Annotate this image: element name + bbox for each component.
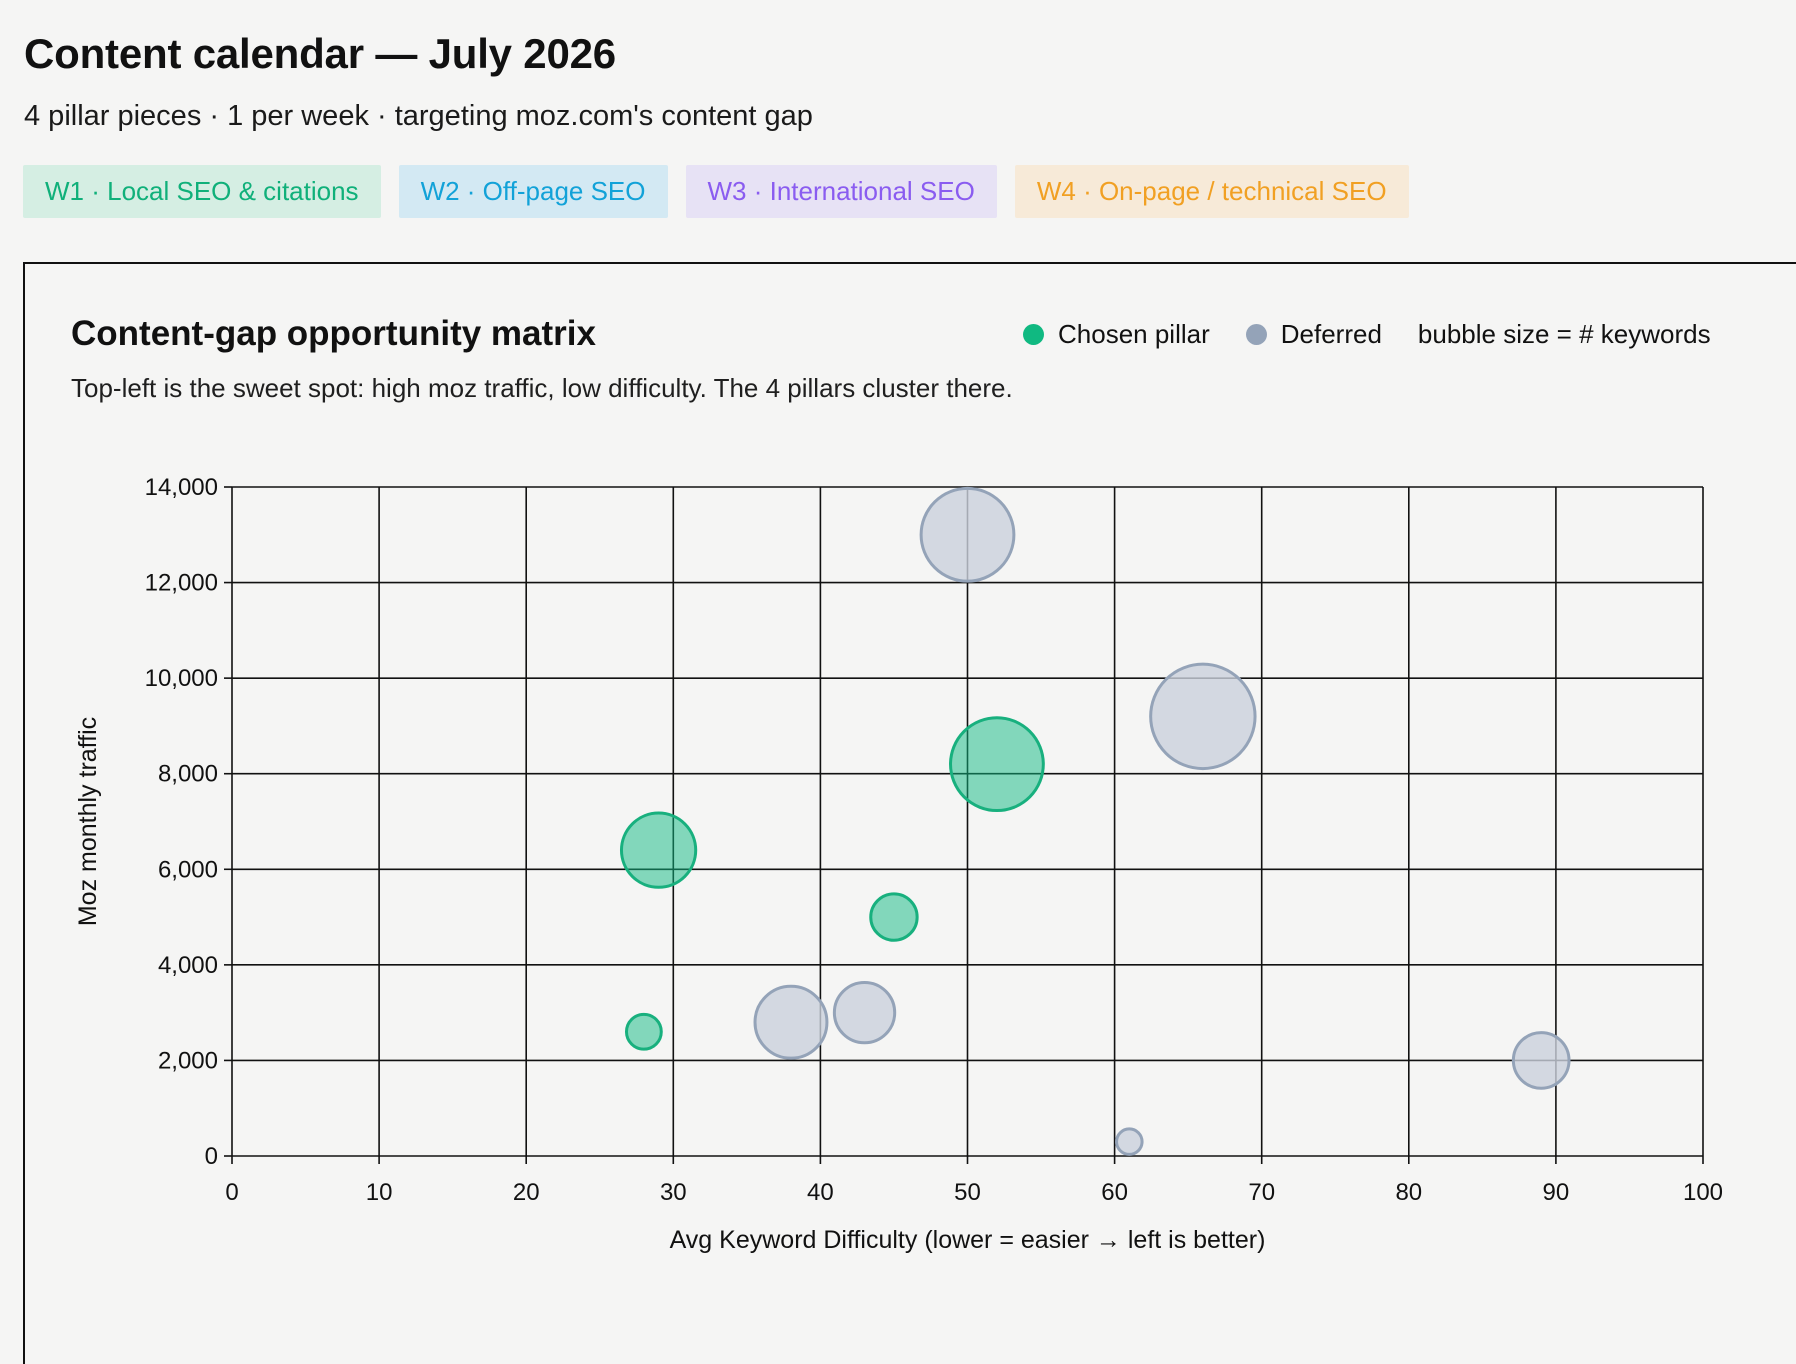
week-chip-w2[interactable]: W2 · Off-page SEO — [398, 165, 668, 218]
legend-label-chosen: Chosen pillar — [1058, 319, 1210, 349]
week-chip-w3[interactable]: W3 · International SEO — [685, 165, 997, 218]
x-tick-label: 30 — [660, 1179, 687, 1206]
y-tick-label: 2,000 — [158, 1047, 218, 1074]
x-tick-label: 20 — [513, 1179, 540, 1206]
week-chip-w1[interactable]: W1 · Local SEO & citations — [23, 165, 381, 218]
deferred-bubble — [753, 984, 829, 1060]
y-tick-label: 4,000 — [158, 952, 218, 979]
y-axis-label: Moz monthly traffic — [74, 717, 102, 926]
deferred-bubble — [1149, 662, 1257, 771]
chart-card: Content-gap opportunity matrix Top-left … — [23, 262, 1796, 1364]
x-axis-label: Avg Keyword Difficulty (lower = easier →… — [670, 1226, 1266, 1254]
legend-swatch-deferred — [1245, 323, 1267, 345]
x-tick-label: 70 — [1248, 1179, 1275, 1206]
y-tick-label: 10,000 — [145, 665, 218, 692]
x-tick-label: 60 — [1101, 1179, 1128, 1206]
bubble-chart: 0 10 20 30 40 50 60 70 80 90 100 0 2,000 4,000 6,000 8,… — [74, 474, 1723, 1254]
y-tick-label: 8,000 — [158, 761, 218, 788]
week-chip-w4[interactable]: W4 · On-page / technical SEO — [1014, 165, 1409, 218]
x-tick-label: 0 — [225, 1179, 238, 1206]
chosen-pillar-bubble — [869, 892, 919, 942]
chosen-pillar-bubble — [949, 716, 1045, 813]
x-tick-label: 40 — [807, 1179, 834, 1206]
page-subtitle: 4 pillar pieces · 1 per week · targeting… — [24, 100, 813, 132]
deferred-bubble — [1115, 1127, 1144, 1156]
x-tick-label: 10 — [366, 1179, 393, 1206]
deferred-bubble — [832, 980, 897, 1045]
legend-swatch-chosen — [1023, 323, 1044, 345]
legend-item-deferred: Deferred — [1245, 318, 1382, 350]
chart-legend: Chosen pillar Deferred bubble size = # k… — [1023, 318, 1711, 350]
legend-size-note: bubble size = # keywords — [1417, 319, 1711, 349]
chosen-pillar-bubble — [619, 811, 698, 889]
x-tick-label: 100 — [1683, 1179, 1723, 1206]
page-title: Content calendar — July 2026 — [24, 30, 616, 77]
legend-label-deferred: Deferred — [1280, 319, 1382, 349]
deferred-bubble — [1511, 1031, 1571, 1090]
chart-title: Content-gap opportunity matrix — [71, 314, 596, 353]
x-tick-label: 90 — [1543, 1179, 1570, 1206]
legend-item-chosen: Chosen pillar — [1023, 318, 1210, 350]
chosen-pillar-bubble — [624, 1012, 663, 1051]
y-tick-label: 0 — [205, 1143, 218, 1170]
x-tick-label: 80 — [1395, 1179, 1422, 1206]
y-tick-label: 6,000 — [158, 856, 218, 883]
week-chip-row: W1 · Local SEO & citations W2 · Off-page… — [23, 165, 1409, 218]
y-tick-label: 12,000 — [145, 570, 218, 597]
y-tick-label: 14,000 — [145, 474, 218, 501]
x-tick-label: 50 — [954, 1179, 981, 1206]
chart-subtitle: Top-left is the sweet spot: high moz tra… — [71, 373, 1013, 403]
deferred-bubble — [919, 486, 1016, 583]
